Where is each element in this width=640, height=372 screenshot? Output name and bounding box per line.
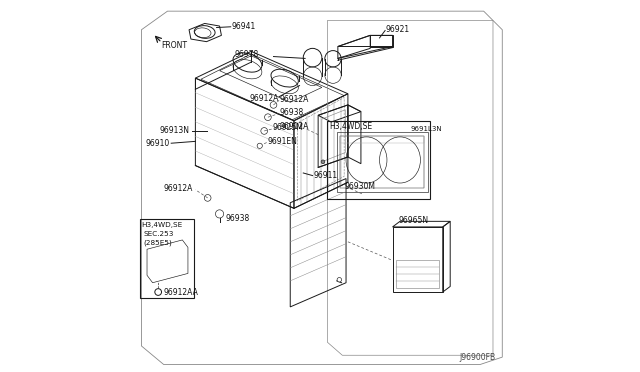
Text: (285E5): (285E5) <box>143 239 172 246</box>
Text: 96912A: 96912A <box>280 122 309 131</box>
Text: H3,4WD,SE: H3,4WD,SE <box>330 122 372 131</box>
Text: 96910: 96910 <box>145 140 170 148</box>
Text: J96900FB: J96900FB <box>460 353 495 362</box>
Text: 96912A: 96912A <box>280 95 309 104</box>
Text: 96938: 96938 <box>280 108 304 117</box>
Text: 96938: 96938 <box>225 214 250 223</box>
Ellipse shape <box>257 143 262 148</box>
Text: 9691L3N: 9691L3N <box>410 126 442 132</box>
Bar <box>328 121 429 199</box>
Text: 96941: 96941 <box>232 22 256 31</box>
Bar <box>396 260 439 288</box>
Text: H3,4WD,SE: H3,4WD,SE <box>141 222 182 228</box>
Text: SEC.253: SEC.253 <box>143 231 173 237</box>
Ellipse shape <box>321 160 325 164</box>
Text: 96912AA: 96912AA <box>164 288 198 296</box>
Text: 96930M: 96930M <box>344 182 375 191</box>
Text: 96965N: 96965N <box>398 216 428 225</box>
Text: FRONT: FRONT <box>161 41 187 50</box>
Text: 96912A: 96912A <box>250 94 279 103</box>
Ellipse shape <box>337 278 342 282</box>
Text: 96912A: 96912A <box>163 185 193 193</box>
Ellipse shape <box>155 289 161 295</box>
Text: 96925M: 96925M <box>273 123 303 132</box>
Text: 96978: 96978 <box>234 50 259 59</box>
Text: 96913N: 96913N <box>159 126 189 135</box>
Bar <box>140 219 193 298</box>
Text: 96921: 96921 <box>386 25 410 34</box>
Text: 96911: 96911 <box>314 171 337 180</box>
Text: 9691EN: 9691EN <box>268 137 298 146</box>
